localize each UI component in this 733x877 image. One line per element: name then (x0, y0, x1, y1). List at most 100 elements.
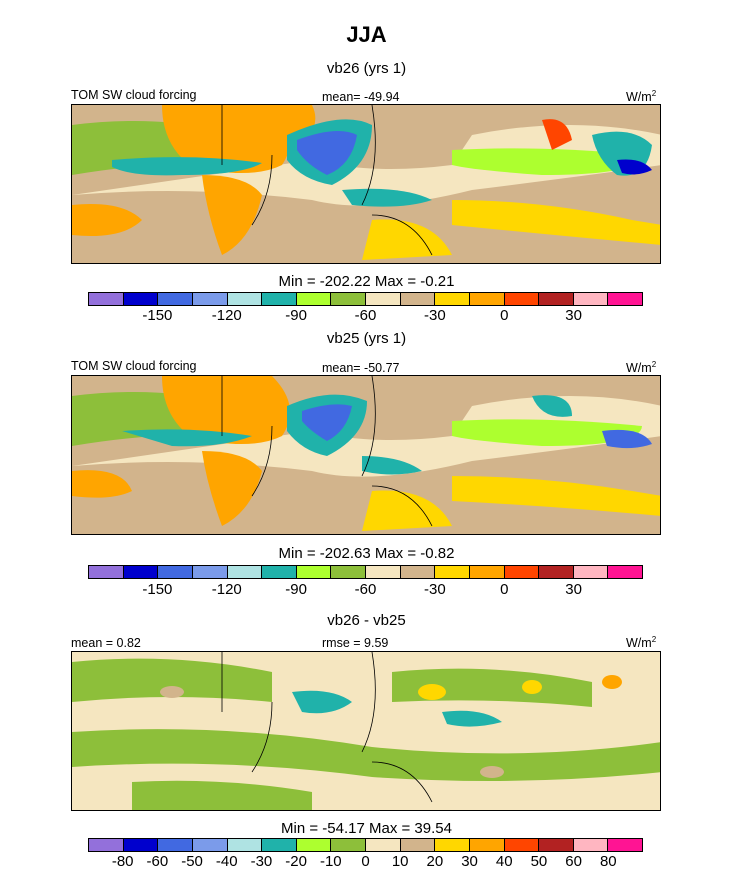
panel-center-label: rmse = 9.59 (322, 636, 389, 650)
colorbar-swatch (158, 839, 193, 851)
colorbar-swatch (227, 293, 263, 305)
colorbar-tick-label: 60 (565, 853, 582, 870)
panel-units: W/m2 (626, 89, 657, 105)
colorbar-tick-label: -60 (146, 853, 169, 870)
colorbar-swatch (366, 839, 401, 851)
colorbar-tick-label: -10 (319, 853, 342, 870)
colorbar-tick-label: 50 (530, 853, 548, 870)
colorbar-tick-label: -150 (142, 307, 173, 324)
colorbar-2 (88, 565, 643, 579)
colorbar-swatch (89, 293, 124, 305)
colorbar-tick-label: -90 (285, 307, 307, 324)
panel-minmax: Min = -54.17 Max = 39.54 (281, 820, 452, 837)
map-panel-2 (71, 375, 661, 535)
colorbar-tick-label: -20 (285, 853, 307, 870)
colorbar-tick-label: -60 (354, 581, 377, 598)
colorbar-swatch (400, 566, 436, 578)
colorbar-swatch (504, 566, 540, 578)
colorbar-swatch (89, 839, 124, 851)
colorbar-swatch (608, 293, 642, 305)
colorbar-swatch (400, 839, 436, 851)
panel-left-label: TOM SW cloud forcing (71, 88, 197, 102)
panel-minmax: Min = -202.63 Max = -0.82 (278, 545, 455, 562)
colorbar-swatch (89, 566, 124, 578)
colorbar-swatch (400, 293, 436, 305)
colorbar-swatch (366, 293, 401, 305)
colorbar-tick-label: -120 (211, 307, 242, 324)
colorbar-tick-label: -80 (111, 853, 134, 870)
colorbar-tick-label: 10 (391, 853, 409, 870)
colorbar-swatch (469, 839, 505, 851)
figure-title: JJA (346, 22, 387, 47)
colorbar-swatch (608, 839, 642, 851)
colorbar-swatch (608, 566, 642, 578)
colorbar-swatch (192, 839, 228, 851)
colorbar-swatch (539, 839, 574, 851)
panel-title: vb26 - vb25 (327, 612, 406, 629)
panel-left-label: mean = 0.82 (71, 636, 141, 650)
colorbar-tick-label: -30 (250, 853, 273, 870)
colorbar-swatch (262, 566, 297, 578)
colorbar-swatch (539, 293, 574, 305)
colorbar-swatch (331, 293, 366, 305)
colorbar-swatch (227, 839, 263, 851)
field-map (72, 105, 660, 263)
colorbar-swatch (331, 839, 366, 851)
colorbar-swatch (123, 839, 159, 851)
colorbar-tick-label: 80 (599, 853, 617, 870)
panel-left-label: TOM SW cloud forcing (71, 359, 197, 373)
colorbar-swatch (192, 293, 228, 305)
map-panel-3 (71, 651, 661, 811)
colorbar-tick-label: 40 (495, 853, 513, 870)
colorbar-swatch (504, 839, 540, 851)
colorbar-swatch (123, 566, 159, 578)
colorbar-swatch (227, 566, 263, 578)
colorbar-swatch (262, 839, 297, 851)
colorbar-swatch (366, 566, 401, 578)
colorbar-tick-label: -60 (354, 307, 377, 324)
panel-center-label: mean= -49.94 (322, 90, 400, 104)
colorbar-swatch (573, 839, 609, 851)
colorbar-swatch (539, 566, 574, 578)
colorbar-swatch (158, 293, 193, 305)
colorbar-swatch (469, 293, 505, 305)
panel-title: vb25 (yrs 1) (326, 330, 407, 347)
field-map (72, 652, 660, 810)
colorbar-tick-label: -90 (285, 581, 307, 598)
colorbar-swatch (296, 293, 332, 305)
colorbar-tick-label: -40 (215, 853, 238, 870)
colorbar-swatch (296, 839, 332, 851)
map-panel-1 (71, 104, 661, 264)
colorbar-tick-label: 20 (426, 853, 444, 870)
panel-center-label: mean= -50.77 (322, 361, 400, 375)
panel-units: W/m2 (626, 635, 657, 651)
colorbar-swatch (435, 566, 470, 578)
colorbar-swatch (331, 566, 366, 578)
colorbar-swatch (192, 566, 228, 578)
colorbar-swatch (573, 566, 609, 578)
panel-title: vb26 (yrs 1) (326, 60, 407, 77)
colorbar-tick-label: 30 (461, 853, 478, 870)
colorbar-tick-label: 30 (565, 581, 582, 598)
colorbar-swatch (435, 839, 470, 851)
colorbar-tick-label: -50 (181, 853, 203, 870)
colorbar-swatch (262, 293, 297, 305)
colorbar-swatch (504, 293, 540, 305)
colorbar-tick-label: -30 (424, 581, 446, 598)
colorbar-swatch (435, 293, 470, 305)
colorbar-3 (88, 838, 643, 852)
colorbar-tick-label: -150 (142, 581, 173, 598)
colorbar-tick-label: -120 (211, 581, 242, 598)
colorbar-swatch (296, 566, 332, 578)
field-map (72, 376, 660, 534)
colorbar-swatch (123, 293, 159, 305)
colorbar-swatch (469, 566, 505, 578)
colorbar-swatch (573, 293, 609, 305)
colorbar-tick-label: 0 (500, 581, 509, 598)
colorbar-tick-label: 0 (361, 853, 370, 870)
panel-units: W/m2 (626, 360, 657, 376)
colorbar-swatch (158, 566, 193, 578)
colorbar-tick-label: 0 (500, 307, 509, 324)
panel-minmax: Min = -202.22 Max = -0.21 (278, 273, 455, 290)
